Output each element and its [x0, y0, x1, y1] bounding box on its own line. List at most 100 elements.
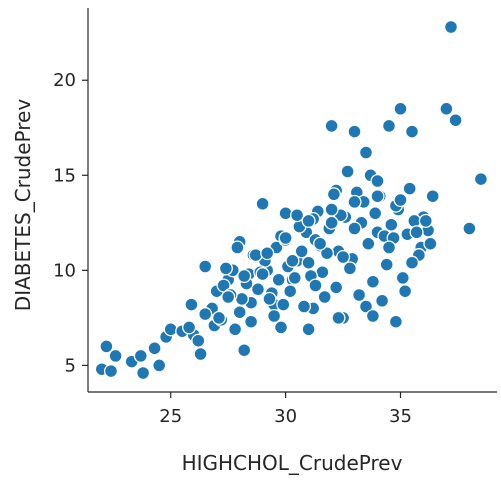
data-point	[448, 113, 463, 128]
data-point	[381, 118, 397, 133]
data-point	[347, 124, 362, 139]
data-point	[393, 101, 408, 116]
y-tick-label: 20	[53, 70, 76, 91]
data-point	[443, 19, 459, 35]
data-point	[473, 172, 488, 187]
x-tick-label: 25	[159, 406, 182, 427]
data-point	[301, 322, 316, 337]
y-axis-label: DIABETES_CrudePrev	[11, 99, 35, 312]
data-point	[285, 253, 300, 268]
data-point	[163, 322, 178, 337]
data-point	[198, 259, 213, 274]
data-point	[267, 308, 282, 324]
data-point	[133, 348, 148, 363]
data-point	[191, 333, 206, 348]
data-point	[439, 101, 454, 116]
data-point	[296, 299, 312, 314]
data-point	[230, 240, 245, 255]
x-tick-label: 30	[274, 406, 297, 427]
data-point	[319, 246, 335, 261]
data-point	[326, 187, 341, 202]
data-point	[260, 246, 275, 261]
data-point	[361, 236, 376, 251]
data-point	[347, 221, 362, 236]
data-point	[315, 265, 330, 280]
data-point	[244, 314, 259, 329]
data-point	[358, 145, 374, 160]
data-point	[262, 291, 277, 306]
data-point	[237, 268, 252, 284]
y-tick-label: 15	[53, 165, 76, 186]
data-point	[294, 244, 309, 259]
data-point	[331, 310, 346, 325]
data-point	[402, 181, 417, 196]
data-point	[103, 364, 119, 379]
data-point	[317, 289, 332, 305]
x-tick-label: 35	[389, 406, 412, 427]
data-point	[283, 284, 298, 299]
data-point	[409, 225, 424, 240]
data-point	[273, 320, 289, 335]
data-point	[384, 217, 399, 232]
data-point	[370, 173, 385, 189]
data-point	[324, 215, 339, 230]
data-point	[271, 272, 286, 287]
data-point	[308, 278, 323, 293]
data-point	[152, 358, 167, 373]
data-point	[329, 280, 344, 295]
data-point	[368, 206, 383, 221]
data-point	[255, 196, 270, 211]
data-point	[278, 230, 293, 246]
data-point	[228, 322, 243, 337]
data-point	[388, 314, 403, 329]
data-point	[352, 287, 367, 303]
data-point	[136, 365, 151, 381]
data-point	[358, 299, 374, 314]
data-point	[218, 261, 233, 276]
y-ticks: 5 10 15 20	[53, 70, 88, 376]
data-point	[398, 284, 413, 299]
data-point	[290, 208, 305, 223]
data-point	[198, 307, 213, 322]
data-point	[324, 118, 339, 133]
data-point	[347, 194, 362, 209]
data-point	[342, 261, 357, 276]
data-point	[393, 192, 408, 208]
x-ticks: 25 30 35	[159, 392, 412, 427]
data-point	[147, 341, 162, 356]
data-point	[313, 236, 328, 251]
data-point	[404, 255, 420, 270]
points-layer	[94, 19, 488, 381]
data-point	[404, 124, 420, 139]
data-point	[462, 221, 477, 236]
data-point	[221, 289, 236, 305]
data-point	[336, 249, 351, 265]
data-point	[237, 343, 252, 358]
data-point	[99, 339, 114, 354]
data-point	[255, 267, 270, 282]
data-point	[108, 348, 123, 363]
data-point	[324, 202, 339, 217]
data-point	[423, 236, 438, 251]
data-point	[211, 310, 227, 325]
data-point	[184, 297, 199, 312]
y-tick-label: 10	[53, 260, 76, 281]
data-point	[278, 206, 293, 221]
data-point	[182, 320, 197, 335]
data-point	[418, 213, 433, 228]
x-axis-label: HIGHCHOL_CrudePrev	[182, 451, 403, 475]
data-point	[370, 189, 385, 204]
data-point	[287, 270, 302, 285]
data-point	[395, 270, 410, 285]
data-point	[375, 293, 390, 308]
data-point	[340, 164, 355, 179]
data-point	[301, 213, 316, 228]
data-point	[248, 248, 263, 263]
y-tick-label: 5	[65, 355, 76, 376]
data-point	[250, 282, 266, 297]
data-point	[232, 305, 247, 320]
data-point	[276, 297, 291, 312]
data-point	[365, 308, 380, 324]
